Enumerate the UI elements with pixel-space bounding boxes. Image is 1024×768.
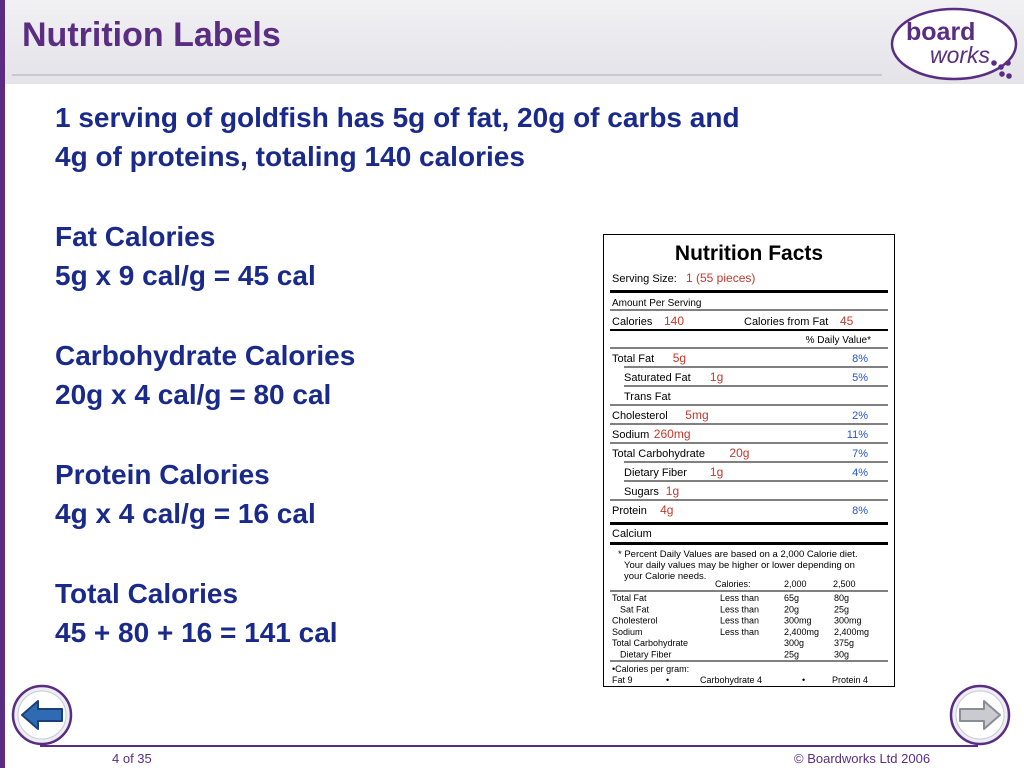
dv-table-calories-header: Calories:: [715, 579, 751, 589]
logo-text-works: works: [930, 42, 991, 68]
fat-calories-heading: Fat Calories: [55, 221, 216, 252]
nutrient-amount: 260mg: [654, 427, 691, 441]
footer-rule: [40, 745, 978, 747]
dv-table-nutrient: Total Carbohydrate: [612, 638, 688, 648]
nutrient-amount: 5mg: [685, 408, 708, 422]
nutrient-amount: 5g: [673, 351, 686, 365]
footnote-line-1: * Percent Daily Values are based on a 2,…: [618, 549, 858, 560]
nutrient-daily-value: 7%: [852, 448, 868, 460]
dv-table-nutrient: Cholesterol: [612, 616, 658, 626]
carb-calories-formula: 20g x 4 cal/g = 80 cal: [55, 379, 332, 410]
nutrient-label: Sugars: [624, 486, 659, 498]
dv-table-2000-value: 20g: [784, 604, 799, 614]
nutrient-label: Trans Fat: [624, 391, 671, 403]
total-calories-formula: 45 + 80 + 16 = 141 cal: [55, 617, 338, 648]
label-title: Nutrition Facts: [675, 242, 823, 265]
dv-table-2000-value: 300mg: [784, 616, 812, 626]
nutrient-daily-value: 11%: [847, 429, 868, 441]
dv-table-2500-value: 375g: [834, 638, 854, 648]
dv-table-nutrient: Dietary Fiber: [620, 650, 672, 660]
intro-line-2: 4g of proteins, totaling 140 calories: [55, 141, 525, 172]
nutrient-amount: 1g: [666, 484, 679, 498]
calories-value: 140: [664, 314, 684, 328]
nutrient-label: Sodium: [612, 429, 649, 441]
calories-label: Calories: [612, 316, 653, 328]
nutrient-label: Protein: [612, 505, 647, 517]
nutrient-daily-value: 5%: [852, 372, 868, 384]
calcium-label: Calcium: [612, 528, 652, 540]
nutrient-label: Total Carbohydrate: [612, 448, 705, 460]
back-arrow-button[interactable]: [8, 684, 76, 746]
protein-calories-heading: Protein Calories: [55, 459, 270, 490]
logo-text-board: board: [906, 18, 975, 46]
dv-table-nutrient: Total Fat: [612, 593, 647, 603]
nutrient-daily-value: 2%: [852, 410, 868, 422]
dv-table-2500-value: 30g: [834, 650, 849, 660]
intro-line-1: 1 serving of goldfish has 5g of fat, 20g…: [55, 102, 740, 133]
nutrient-amount: 1g: [710, 465, 723, 479]
dv-table-nutrient: Sodium: [612, 627, 643, 637]
dv-table-2000-value: 300g: [784, 638, 804, 648]
serving-size-label: Serving Size:: [612, 273, 677, 285]
serving-size-value: 1 (55 pieces): [686, 271, 755, 285]
nutrient-daily-value: 8%: [852, 505, 868, 517]
dv-table-limit: Less than: [720, 616, 759, 626]
boardworks-logo: board works: [890, 7, 1018, 81]
nutrient-daily-value: 4%: [852, 467, 868, 479]
nutrient-amount: 1g: [710, 370, 723, 384]
nutrient-label: Dietary Fiber: [624, 467, 687, 479]
page-number: 4 of 35: [112, 751, 152, 766]
dv-table-2500-header: 2,500: [833, 579, 856, 589]
dv-table-limit: Less than: [720, 627, 759, 637]
title-band: [5, 0, 1024, 84]
slide-body: 1 serving of goldfish has 5g of fat, 20g…: [55, 98, 915, 652]
nutrient-label: Saturated Fat: [624, 372, 691, 384]
calories-fat-value: 45: [840, 314, 854, 328]
fat-calories-formula: 5g x 9 cal/g = 45 cal: [55, 260, 316, 291]
dv-table-2000-header: 2,000: [784, 579, 807, 589]
title-rule: [12, 74, 882, 76]
dv-table-2000-value: 25g: [784, 650, 799, 660]
footnote-line-3: your Calorie needs.: [624, 571, 706, 582]
per-gram-bullet-2: •: [802, 675, 805, 685]
daily-value-header: % Daily Value*: [806, 335, 872, 346]
dv-table-2000-value: 2,400mg: [784, 627, 819, 637]
carb-calories-heading: Carbohydrate Calories: [55, 340, 356, 371]
nutrition-facts-panel: Nutrition Facts Serving Size: 1 (55 piec…: [610, 242, 888, 685]
total-calories-heading: Total Calories: [55, 578, 239, 609]
dv-table-2500-value: 300mg: [834, 616, 862, 626]
nutrient-label: Total Fat: [612, 353, 654, 365]
copyright-text: © Boardworks Ltd 2006: [794, 751, 931, 766]
back-arrow-icon: [21, 700, 63, 730]
per-gram-bullet-1: •: [666, 675, 669, 685]
nutrition-facts-label: Nutrition Facts Serving Size: 1 (55 piec…: [603, 234, 895, 687]
dv-table-2500-value: 25g: [834, 604, 849, 614]
nutrient-amount: 20g: [729, 446, 749, 460]
page-title: Nutrition Labels: [22, 16, 281, 54]
dv-table-2500-value: 80g: [834, 593, 849, 603]
forward-arrow-button[interactable]: [946, 684, 1014, 746]
per-gram-fat: Fat 9: [612, 675, 633, 685]
dv-table-limit: Less than: [720, 593, 759, 603]
footnote-line-2: Your daily values may be higher or lower…: [624, 560, 855, 571]
per-gram-label: •Calories per gram:: [612, 664, 689, 674]
forward-arrow-icon: [959, 700, 1001, 730]
calories-fat-label: Calories from Fat: [744, 316, 828, 328]
per-gram-carbohydrate: Carbohydrate 4: [700, 675, 762, 685]
nutrient-amount: 4g: [660, 503, 673, 517]
left-accent-bar: [0, 0, 5, 768]
dv-table-nutrient: Sat Fat: [620, 604, 650, 614]
dv-table-limit: Less than: [720, 604, 759, 614]
dv-table-2500-value: 2,400mg: [834, 627, 869, 637]
amount-per-serving: Amount Per Serving: [612, 298, 702, 309]
dv-table-2000-value: 65g: [784, 593, 799, 603]
protein-calories-formula: 4g x 4 cal/g = 16 cal: [55, 498, 316, 529]
nutrient-daily-value: 8%: [852, 353, 868, 365]
nutrient-label: Cholesterol: [612, 410, 668, 422]
per-gram-protein: Protein 4: [832, 675, 868, 685]
